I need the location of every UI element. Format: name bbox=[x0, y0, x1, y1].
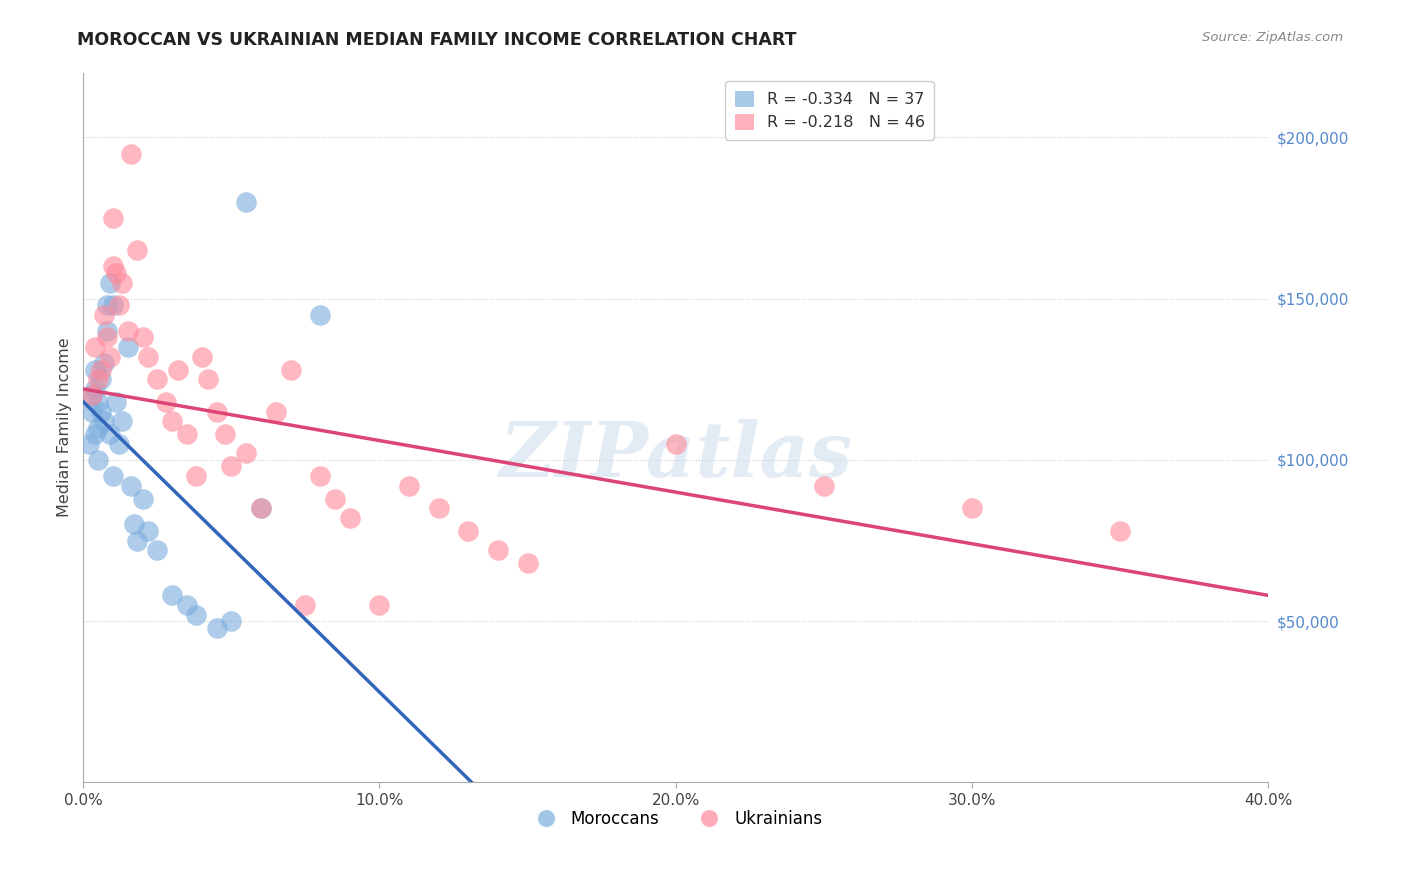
Point bbox=[120, 479, 142, 493]
Point bbox=[93, 356, 115, 370]
Point bbox=[146, 543, 169, 558]
Point bbox=[155, 395, 177, 409]
Point bbox=[93, 414, 115, 428]
Text: MOROCCAN VS UKRAINIAN MEDIAN FAMILY INCOME CORRELATION CHART: MOROCCAN VS UKRAINIAN MEDIAN FAMILY INCO… bbox=[77, 31, 797, 49]
Point bbox=[101, 260, 124, 274]
Point bbox=[486, 543, 509, 558]
Point bbox=[427, 501, 450, 516]
Point bbox=[167, 362, 190, 376]
Point bbox=[98, 350, 121, 364]
Point bbox=[98, 276, 121, 290]
Point bbox=[131, 491, 153, 506]
Point bbox=[131, 330, 153, 344]
Point bbox=[235, 194, 257, 209]
Point bbox=[125, 244, 148, 258]
Point bbox=[122, 517, 145, 532]
Point bbox=[77, 437, 100, 451]
Point bbox=[111, 414, 134, 428]
Point bbox=[235, 446, 257, 460]
Point bbox=[104, 266, 127, 280]
Legend: Moroccans, Ukrainians: Moroccans, Ukrainians bbox=[522, 803, 830, 834]
Point bbox=[117, 324, 139, 338]
Point bbox=[184, 607, 207, 622]
Point bbox=[96, 298, 118, 312]
Text: ZIPatlas: ZIPatlas bbox=[499, 419, 852, 493]
Point bbox=[84, 427, 107, 442]
Point bbox=[160, 588, 183, 602]
Text: Source: ZipAtlas.com: Source: ZipAtlas.com bbox=[1202, 31, 1343, 45]
Point bbox=[221, 459, 243, 474]
Y-axis label: Median Family Income: Median Family Income bbox=[58, 338, 72, 517]
Point bbox=[90, 362, 112, 376]
Point bbox=[339, 511, 361, 525]
Point bbox=[138, 350, 160, 364]
Point bbox=[125, 533, 148, 548]
Point bbox=[138, 524, 160, 538]
Point bbox=[96, 330, 118, 344]
Point bbox=[960, 501, 983, 516]
Point bbox=[214, 427, 236, 442]
Point bbox=[205, 404, 228, 418]
Point bbox=[104, 395, 127, 409]
Point bbox=[309, 469, 332, 483]
Point bbox=[87, 453, 110, 467]
Point bbox=[82, 388, 104, 402]
Point bbox=[120, 146, 142, 161]
Point bbox=[368, 598, 391, 612]
Point bbox=[108, 298, 131, 312]
Point bbox=[160, 414, 183, 428]
Point bbox=[96, 324, 118, 338]
Point bbox=[90, 372, 112, 386]
Point bbox=[398, 479, 420, 493]
Point bbox=[111, 276, 134, 290]
Point bbox=[117, 340, 139, 354]
Point bbox=[146, 372, 169, 386]
Point bbox=[93, 308, 115, 322]
Point bbox=[264, 404, 287, 418]
Point bbox=[84, 362, 107, 376]
Point bbox=[294, 598, 316, 612]
Point bbox=[323, 491, 346, 506]
Point bbox=[221, 614, 243, 628]
Point bbox=[82, 388, 104, 402]
Point bbox=[90, 404, 112, 418]
Point bbox=[108, 437, 131, 451]
Point bbox=[84, 340, 107, 354]
Point bbox=[250, 501, 273, 516]
Point bbox=[516, 556, 538, 570]
Point bbox=[176, 598, 198, 612]
Point bbox=[205, 621, 228, 635]
Point bbox=[813, 479, 835, 493]
Point bbox=[1109, 524, 1132, 538]
Point bbox=[176, 427, 198, 442]
Point bbox=[101, 469, 124, 483]
Point bbox=[84, 382, 107, 396]
Point bbox=[101, 298, 124, 312]
Point bbox=[184, 469, 207, 483]
Point bbox=[87, 372, 110, 386]
Point bbox=[87, 420, 110, 434]
Point bbox=[665, 437, 688, 451]
Point bbox=[98, 427, 121, 442]
Point bbox=[87, 395, 110, 409]
Point bbox=[280, 362, 302, 376]
Point bbox=[82, 404, 104, 418]
Point bbox=[101, 211, 124, 225]
Point bbox=[197, 372, 219, 386]
Point bbox=[250, 501, 273, 516]
Point bbox=[309, 308, 332, 322]
Point bbox=[457, 524, 479, 538]
Point bbox=[191, 350, 214, 364]
